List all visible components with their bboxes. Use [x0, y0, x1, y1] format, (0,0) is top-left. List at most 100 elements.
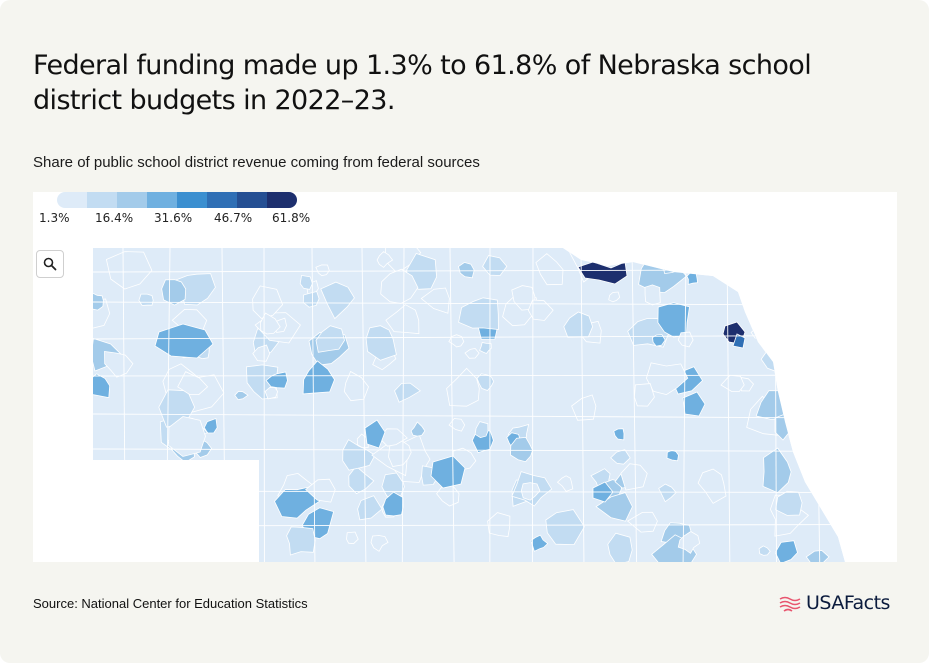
district-shape[interactable]	[740, 269, 753, 283]
district-shape[interactable]	[742, 248, 765, 270]
district-shape[interactable]	[714, 231, 742, 270]
district-shape[interactable]	[380, 268, 419, 304]
legend-label-2: 16.4%	[95, 211, 134, 225]
district-shape[interactable]	[577, 261, 628, 285]
boundary-line	[361, 248, 367, 562]
district-shape[interactable]	[315, 325, 345, 353]
district-shape[interactable]	[805, 550, 830, 563]
district-shape[interactable]	[645, 362, 689, 396]
district-shape[interactable]	[527, 299, 554, 321]
district-shape[interactable]	[299, 274, 313, 290]
district-shape[interactable]	[346, 531, 359, 545]
boundary-line	[93, 413, 845, 419]
district-shape[interactable]	[545, 509, 585, 546]
district-shape[interactable]	[320, 281, 355, 320]
nebraska-district-map[interactable]	[33, 192, 897, 562]
district-shape[interactable]	[264, 386, 279, 400]
district-shape[interactable]	[768, 310, 800, 345]
district-shape[interactable]	[138, 293, 154, 306]
district-shape[interactable]	[305, 478, 336, 503]
legend-swatch-2	[87, 192, 117, 208]
district-shape[interactable]	[252, 285, 284, 319]
district-shape[interactable]	[234, 390, 249, 401]
district-shape[interactable]	[774, 260, 806, 294]
district-shape[interactable]	[610, 449, 631, 465]
district-shape[interactable]	[376, 251, 394, 268]
district-shape[interactable]	[90, 292, 104, 311]
district-shape[interactable]	[809, 296, 826, 313]
district-shape[interactable]	[613, 428, 625, 441]
district-shape[interactable]	[420, 287, 450, 314]
district-shape[interactable]	[161, 279, 187, 306]
map-panel[interactable]: 1.3% 16.4% 31.6% 46.7% 61.8%	[33, 192, 897, 562]
district-shape[interactable]	[259, 312, 281, 335]
usafacts-flag-icon	[779, 596, 801, 612]
district-shape[interactable]	[732, 333, 746, 349]
boundary-line	[93, 374, 845, 377]
boundary-line	[311, 248, 316, 562]
district-shape[interactable]	[479, 342, 492, 354]
district-shape[interactable]	[791, 340, 814, 364]
district-shape[interactable]	[595, 492, 633, 522]
district-shape[interactable]	[177, 371, 209, 396]
district-shape[interactable]	[802, 273, 823, 301]
zoom-button[interactable]	[36, 250, 64, 278]
district-shape[interactable]	[652, 334, 666, 347]
district-shape[interactable]	[382, 491, 404, 517]
district-shape[interactable]	[762, 447, 792, 494]
district-shape[interactable]	[626, 511, 658, 533]
district-shape[interactable]	[274, 485, 320, 519]
legend-swatch-5	[177, 192, 207, 208]
district-shape[interactable]	[720, 374, 745, 392]
district-shape[interactable]	[84, 373, 111, 399]
district-shape[interactable]	[620, 463, 648, 491]
district-shape[interactable]	[607, 532, 633, 562]
legend-label-max: 61.8%	[272, 211, 311, 225]
district-shape[interactable]	[385, 304, 420, 335]
district-shape[interactable]	[808, 436, 841, 473]
district-shape[interactable]	[168, 416, 206, 457]
district-shape[interactable]	[487, 512, 511, 537]
legend-label-min: 1.3%	[39, 211, 70, 225]
district-shape[interactable]	[556, 475, 574, 492]
district-shape[interactable]	[315, 264, 330, 277]
district-shape[interactable]	[773, 336, 794, 362]
district-shape[interactable]	[394, 382, 422, 403]
district-shape[interactable]	[105, 251, 153, 290]
district-shape[interactable]	[608, 291, 621, 303]
district-shape[interactable]	[448, 334, 465, 348]
district-shape[interactable]	[758, 545, 771, 556]
district-shape[interactable]	[302, 360, 335, 395]
district-shape[interactable]	[571, 394, 597, 421]
district-shape[interactable]	[458, 261, 475, 279]
district-shape[interactable]	[410, 421, 426, 437]
district-shape[interactable]	[343, 370, 369, 402]
district-shape[interactable]	[252, 344, 271, 362]
district-shape[interactable]	[286, 526, 316, 556]
district-shape[interactable]	[464, 347, 480, 359]
district-shape[interactable]	[448, 418, 466, 432]
district-shape[interactable]	[666, 449, 679, 462]
search-icon	[43, 257, 57, 271]
legend-swatch-6	[207, 192, 237, 208]
district-shape[interactable]	[364, 419, 386, 449]
district-shape[interactable]	[793, 351, 818, 382]
district-shape[interactable]	[774, 540, 798, 562]
district-shape[interactable]	[807, 391, 825, 408]
district-shape[interactable]	[797, 327, 818, 348]
district-shape[interactable]	[104, 351, 134, 378]
district-shape[interactable]	[154, 323, 214, 359]
district-shape[interactable]	[520, 482, 541, 501]
district-shape[interactable]	[530, 534, 549, 552]
district-shape[interactable]	[800, 242, 845, 285]
district-shape[interactable]	[370, 535, 389, 552]
legend-swatch-3	[117, 192, 147, 208]
district-shape[interactable]	[203, 417, 218, 434]
district-shape[interactable]	[348, 465, 375, 495]
district-shape[interactable]	[644, 284, 661, 306]
district-shape[interactable]	[535, 253, 564, 286]
district-shape[interactable]	[365, 325, 397, 361]
district-shape[interactable]	[357, 495, 383, 521]
district-shape[interactable]	[697, 468, 727, 504]
district-shape[interactable]	[474, 421, 489, 439]
